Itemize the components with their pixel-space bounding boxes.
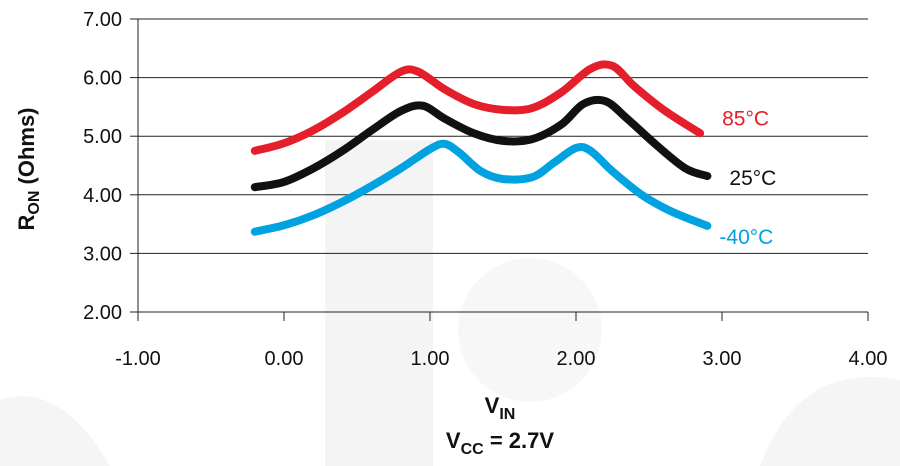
series-lines (250, 60, 712, 236)
series-label-1: 25°C (729, 167, 776, 190)
y-tick-label: 7.00 (83, 9, 122, 31)
y-tick-label: 2.00 (83, 302, 122, 324)
y-tick-label: 6.00 (83, 68, 122, 90)
y-tick-label: 3.00 (83, 243, 122, 265)
x-tick-label: 3.00 (703, 348, 742, 370)
x-axis-title: VIN (485, 393, 516, 423)
y-tick-label: 4.00 (83, 185, 122, 207)
series-line-0 (250, 60, 705, 155)
x-tick-label: 2.00 (557, 348, 596, 370)
axes (130, 18, 869, 321)
gridlines (138, 18, 868, 313)
caption-rest: = 2.7V (484, 428, 555, 453)
series-line-2 (250, 139, 712, 236)
y-axis-title: RON (Ohms) (14, 107, 43, 230)
series-labels: 85°C 25°C -40°C (719, 108, 776, 249)
y-axis-title-sub: ON (26, 191, 43, 215)
series-label-0: 85°C (722, 108, 769, 131)
x-tick-label: 1.00 (411, 348, 450, 370)
caption-sub: CC (461, 441, 485, 458)
x-tick-label: 0.00 (265, 348, 304, 370)
x-axis-title-sub: IN (499, 406, 515, 423)
tick-labels: 2.00 3.00 4.00 5.00 6.00 7.00 -1.00 0.00 1.00 2.0… (83, 9, 887, 370)
x-tick-label: 4.00 (849, 348, 888, 370)
condition-caption: VCC = 2.7V (446, 428, 554, 458)
y-axis-title-rest: (Ohms) (14, 107, 39, 190)
x-axis-title-main: V (485, 393, 500, 418)
caption-main: V (446, 428, 461, 453)
series-line-1 (250, 95, 712, 192)
x-tick-label: -1.00 (115, 348, 161, 370)
y-tick-label: 5.00 (83, 126, 122, 148)
y-axis-title-main: R (14, 215, 39, 231)
series-label-2: -40°C (719, 226, 773, 249)
